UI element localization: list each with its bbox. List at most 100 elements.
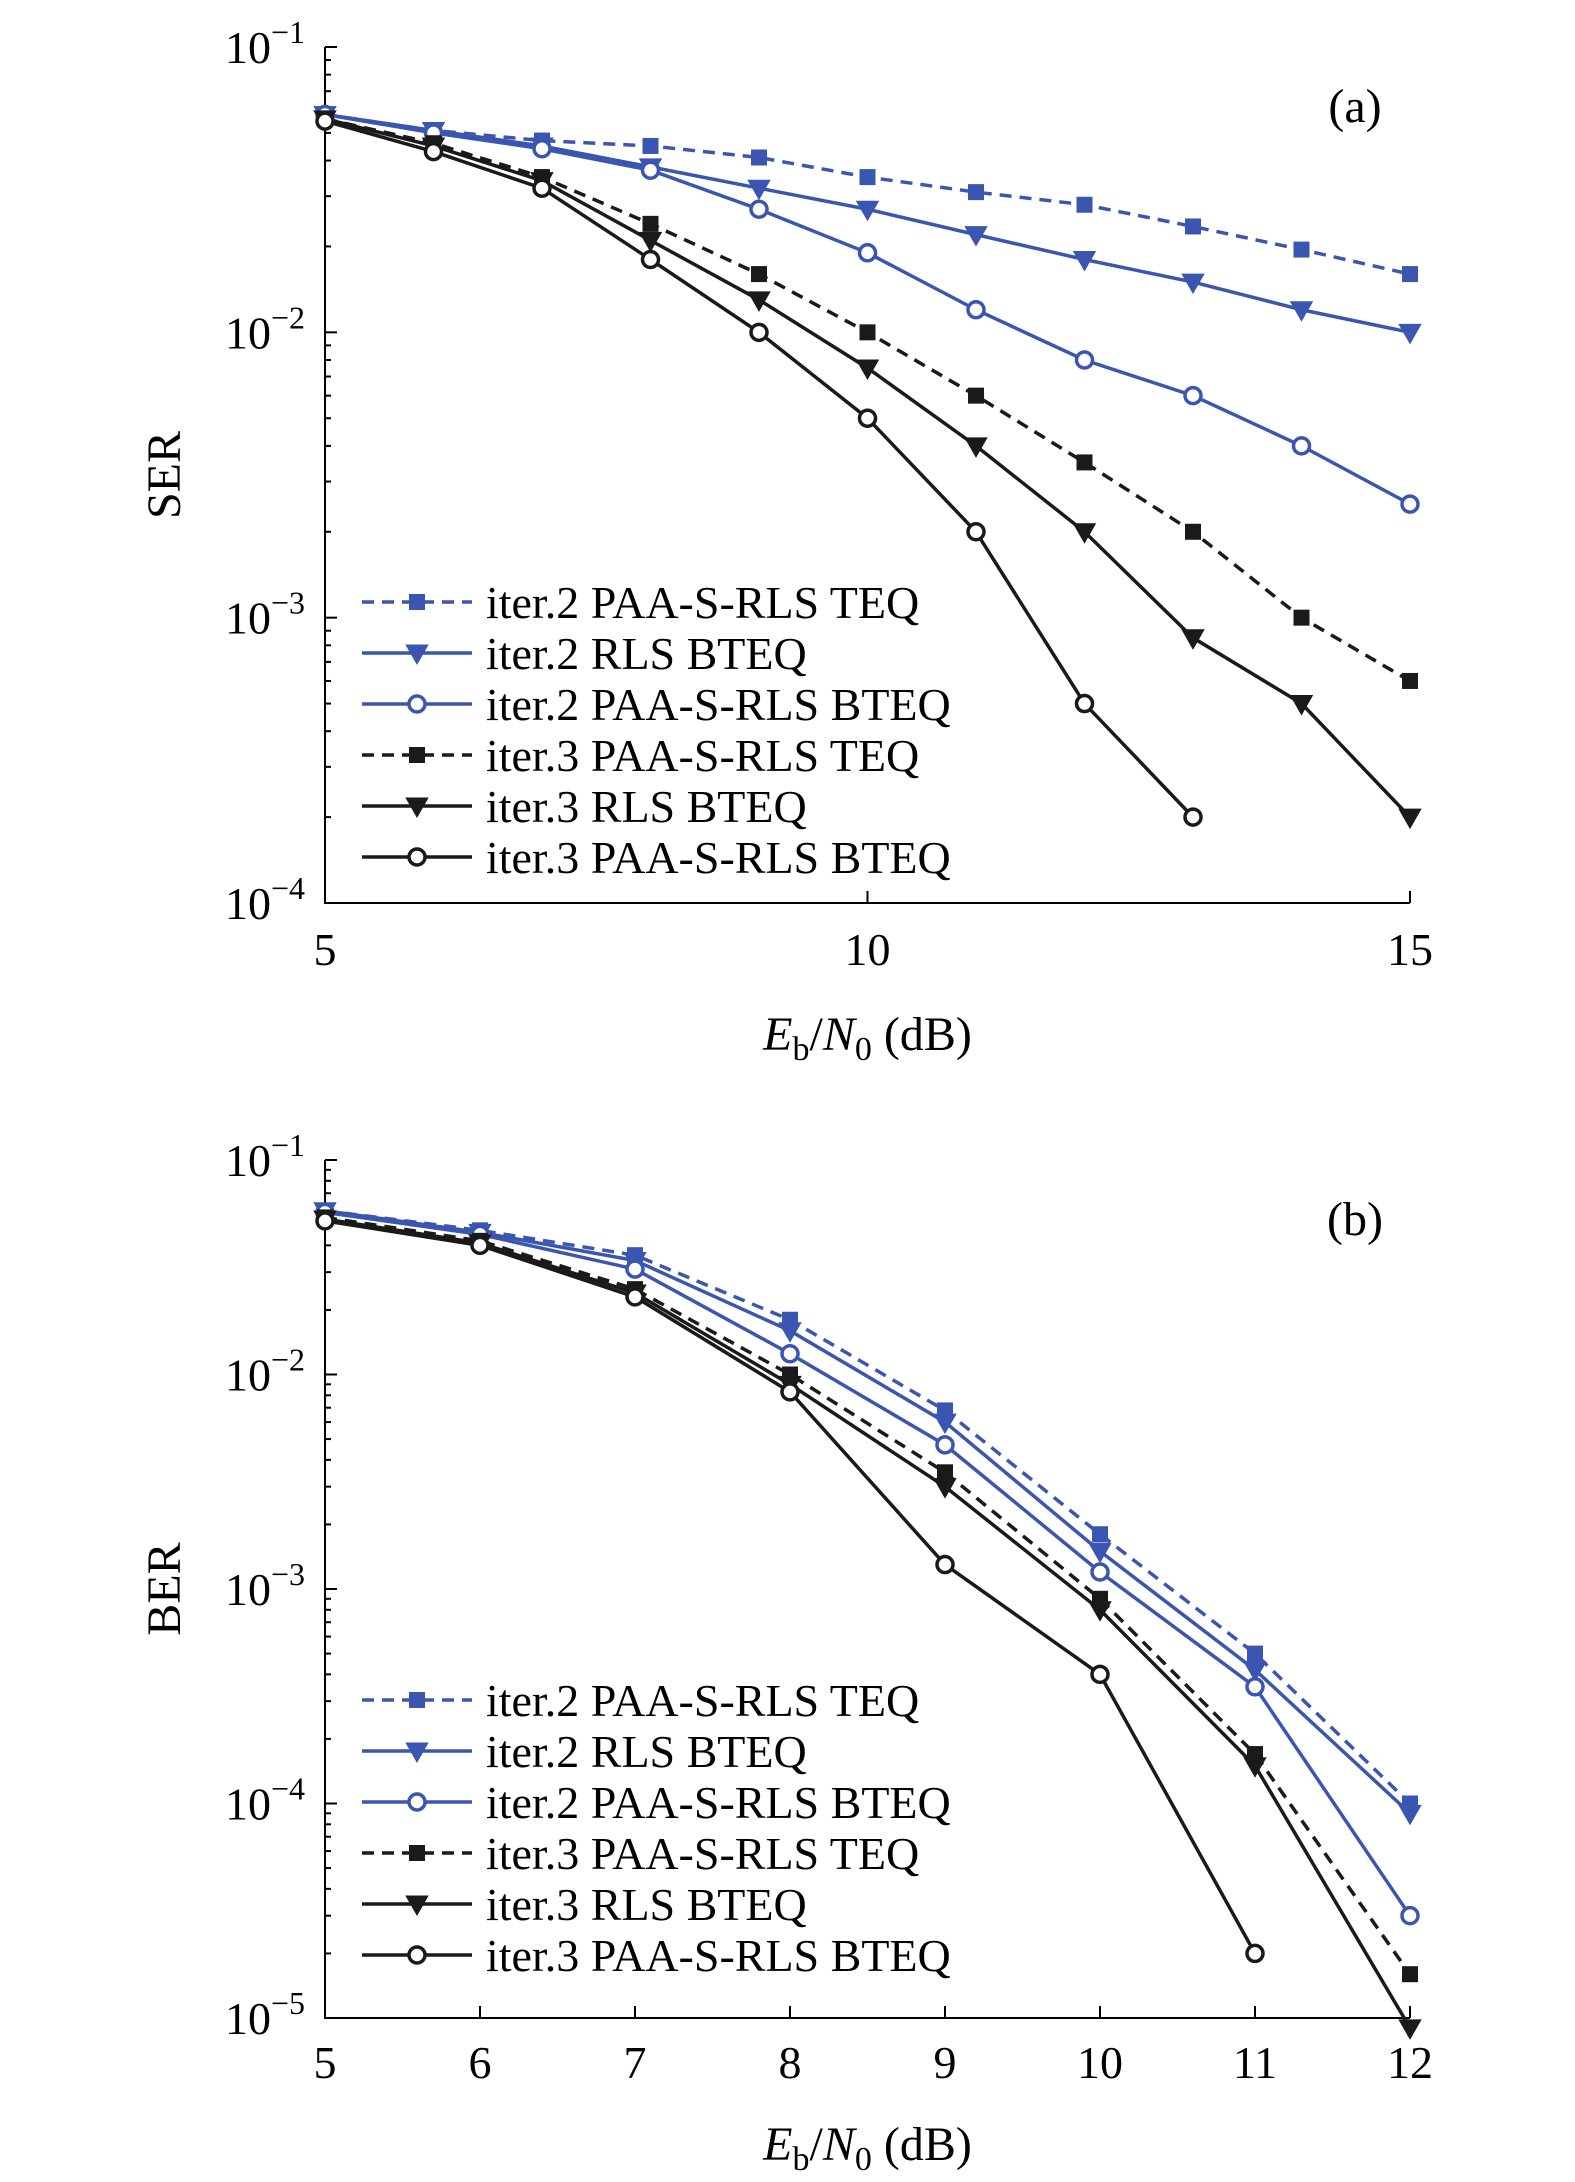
- y-tick-label: 10−4: [225, 1771, 305, 1830]
- data-point: [1402, 266, 1418, 283]
- data-point: [933, 1413, 957, 1435]
- panel-tag: (b): [1327, 1193, 1383, 1246]
- data-point: [1293, 241, 1310, 258]
- legend-marker: [407, 1945, 427, 1965]
- legend-marker: [407, 694, 427, 714]
- x-tick-label: 5: [314, 2037, 337, 2088]
- data-point: [640, 249, 661, 270]
- y-tick-label: 10−4: [225, 870, 305, 929]
- x-tick-label: 6: [469, 2037, 492, 2088]
- data-point: [1092, 1526, 1108, 1543]
- series-6: [315, 111, 1203, 827]
- data-point: [964, 437, 988, 458]
- legend-label: iter.3 PAA-S-RLS TEQ: [486, 730, 919, 781]
- data-point: [1291, 436, 1312, 456]
- x-tick-label: 9: [934, 2037, 957, 2088]
- x-tick-label: 11: [1233, 2037, 1277, 2088]
- data-point: [423, 141, 444, 162]
- y-tick-label: 10−3: [225, 1556, 305, 1615]
- data-point: [964, 226, 988, 247]
- data-point: [749, 322, 769, 343]
- series-5: [313, 1210, 1422, 2040]
- data-point: [778, 1322, 802, 1343]
- data-point: [747, 179, 771, 201]
- data-point: [1400, 1905, 1420, 1926]
- legend-marker: [409, 1845, 425, 1861]
- x-tick-label: 5: [314, 924, 337, 975]
- legend-item: iter.2 PAA-S-RLS TEQ: [362, 1675, 919, 1726]
- data-point: [935, 1554, 955, 1575]
- x-axis-label: Eb/N0 (dB): [762, 2118, 972, 2178]
- x-tick-label: 10: [845, 924, 891, 975]
- legend-label: iter.3 RLS BTEQ: [486, 1879, 807, 1930]
- legend-label: iter.2 RLS BTEQ: [486, 628, 807, 679]
- data-point: [966, 299, 986, 320]
- series-2: [313, 106, 1422, 345]
- data-point: [1072, 523, 1097, 544]
- legend-label: iter.2 PAA-S-RLS BTEQ: [486, 1777, 951, 1828]
- y-tick-label: 10−1: [225, 1127, 305, 1186]
- legend-item: iter.3 PAA-S-RLS BTEQ: [362, 832, 951, 883]
- series-line: [324, 1209, 1412, 1805]
- legend-item: iter.2 RLS BTEQ: [362, 1726, 807, 1777]
- y-axis-label: BER: [138, 1542, 191, 1635]
- data-point: [933, 1478, 957, 1499]
- legend-item: iter.3 PAA-S-RLS TEQ: [362, 1828, 919, 1879]
- data-point: [968, 387, 984, 404]
- data-point: [1090, 1664, 1110, 1685]
- series-line: [324, 1215, 1412, 1976]
- legend-item: iter.3 PAA-S-RLS TEQ: [362, 730, 919, 781]
- series-line: [324, 1210, 1412, 1917]
- x-tick-label: 8: [779, 2037, 802, 2088]
- legend-label: iter.2 RLS BTEQ: [486, 1726, 807, 1777]
- legend-marker: [409, 1692, 425, 1708]
- legend-label: iter.2 PAA-S-RLS BTEQ: [486, 679, 951, 730]
- y-tick-label: 10−5: [225, 1985, 305, 2044]
- series-3: [315, 104, 1420, 514]
- legend-marker: [405, 644, 429, 666]
- data-point: [1090, 1562, 1110, 1582]
- data-point: [1088, 1542, 1112, 1564]
- data-point: [1181, 629, 1205, 650]
- y-axis-label: SER: [138, 431, 191, 519]
- data-point: [855, 359, 880, 380]
- chart-panel-a: 5 10 15 10−1 10−2 10−3 10−4 SER Eb/N0 (dB) (a) ite…: [138, 14, 1433, 1068]
- data-point: [1289, 301, 1314, 322]
- x-tick-label: 15: [1387, 924, 1433, 975]
- data-point: [859, 169, 876, 186]
- data-point: [1183, 385, 1203, 406]
- data-point: [935, 1435, 955, 1455]
- data-point: [1402, 672, 1418, 689]
- series-line: [324, 1209, 1412, 1815]
- y-tick-label: 10−2: [225, 299, 305, 358]
- data-point: [966, 522, 986, 542]
- data-point: [1088, 1601, 1112, 1622]
- data-point: [1245, 1677, 1265, 1697]
- legend-item: iter.2 PAA-S-RLS BTEQ: [362, 1777, 951, 1828]
- data-point: [315, 111, 335, 131]
- legend-label: iter.3 PAA-S-RLS BTEQ: [486, 1930, 951, 1981]
- legend-marker: [407, 847, 427, 867]
- series-2: [313, 1202, 1422, 1826]
- legend-marker: [405, 1742, 429, 1764]
- data-point: [470, 1235, 490, 1256]
- series-6: [315, 1211, 1265, 1964]
- y-tick-label: 10−1: [225, 14, 305, 73]
- data-point: [751, 149, 767, 166]
- data-point: [937, 1464, 953, 1481]
- x-tick-label: 7: [624, 2037, 647, 2088]
- legend-item: iter.2 RLS BTEQ: [362, 628, 807, 679]
- legend-item: iter.3 PAA-S-RLS BTEQ: [362, 1930, 951, 1981]
- legend-label: iter.3 RLS BTEQ: [486, 781, 807, 832]
- data-point: [315, 1211, 335, 1231]
- chart-panel-b: 5 6 7 8 9 10 11 12 10−1 10−2 10−3 10−4 10−5 BER Eb/N0 …: [138, 1127, 1433, 2178]
- data-point: [1074, 350, 1095, 370]
- legend-marker: [405, 1895, 429, 1917]
- data-point: [749, 199, 769, 220]
- data-point: [625, 1259, 645, 1279]
- panel-tag: (a): [1328, 80, 1381, 133]
- data-point: [857, 408, 878, 428]
- data-point: [1076, 196, 1093, 213]
- data-point: [625, 1287, 645, 1307]
